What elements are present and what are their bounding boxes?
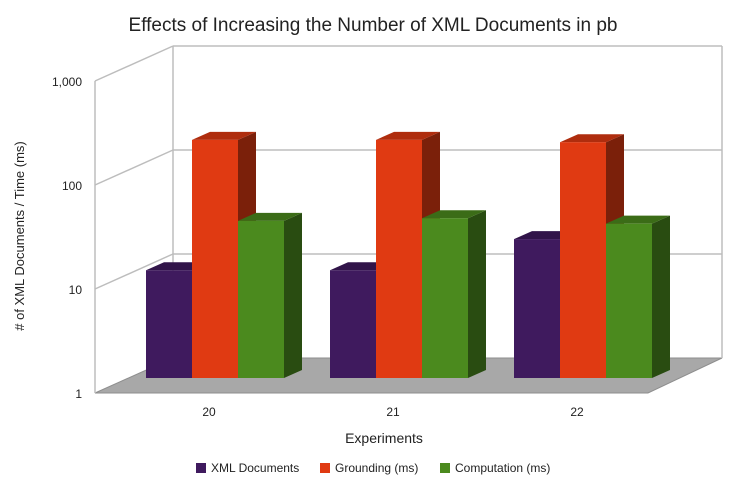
bar-1-1 [376, 139, 422, 378]
side-gridline [94, 253, 174, 290]
bar-side-2-0 [284, 212, 302, 378]
y-tick-label: 10 [69, 283, 83, 297]
x-tick-label: 21 [386, 405, 400, 419]
legend-label-2: Computation (ms) [455, 461, 550, 475]
bar-side-2-1 [468, 210, 486, 378]
side-gridline [94, 45, 174, 82]
bar-side-2-2 [652, 215, 670, 378]
y-tick-label: 100 [62, 179, 82, 193]
x-tick-label: 22 [570, 405, 584, 419]
bar-2-1 [422, 218, 468, 378]
side-gridline [94, 149, 174, 186]
bar-1-2 [560, 142, 606, 378]
legend-swatch-0 [196, 463, 206, 473]
bar-0-0 [146, 270, 192, 378]
bar-top-2-0 [238, 212, 302, 221]
bar-0-2 [514, 239, 560, 378]
bar-top-2-2 [606, 215, 670, 224]
legend-swatch-1 [320, 463, 330, 473]
bar-top-1-0 [192, 131, 256, 140]
legend-label-1: Grounding (ms) [335, 461, 418, 475]
bar-0-1 [330, 270, 376, 378]
bar-2-0 [238, 220, 284, 378]
legend-label-0: XML Documents [211, 461, 299, 475]
chart-title: Effects of Increasing the Number of XML … [129, 15, 618, 36]
y-tick-label: 1 [75, 387, 82, 401]
bars-layer [146, 131, 670, 378]
x-axis-label: Experiments [345, 430, 423, 446]
bar-top-1-1 [376, 131, 440, 140]
y-tick-label: 1,000 [52, 75, 82, 89]
bar-2-2 [606, 223, 652, 378]
legend: XML Documents Grounding (ms) Computation (… [196, 461, 550, 475]
bar-1-0 [192, 139, 238, 378]
axis-layer: 1 10 100 1,000 20 21 22 [52, 75, 584, 419]
y-axis-label: # of XML Documents / Time (ms) [12, 141, 27, 331]
x-tick-label: 20 [202, 405, 216, 419]
bar-top-2-1 [422, 210, 486, 219]
bar-top-1-2 [560, 134, 624, 143]
legend-swatch-2 [440, 463, 450, 473]
